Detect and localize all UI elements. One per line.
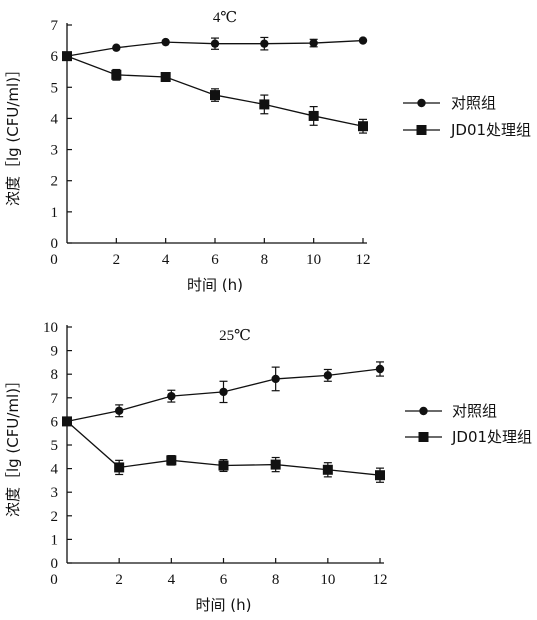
series-control [62, 361, 385, 426]
data-point [271, 374, 280, 384]
data-point [62, 416, 72, 427]
data-point [112, 43, 121, 52]
data-point [375, 364, 385, 374]
data-point [323, 371, 333, 380]
y-tick-label: 10 [43, 320, 58, 336]
data-point [259, 99, 270, 110]
y-tick-label: 2 [51, 509, 59, 525]
x-tick-label: 0 [50, 252, 58, 268]
data-point [308, 110, 319, 121]
data-point [111, 69, 122, 80]
y-tick-label: 7 [51, 18, 59, 34]
data-point [62, 51, 72, 62]
x-tick-label: 12 [373, 572, 388, 588]
y-axis-label: 浓度［lg (CFU/ml)］ [4, 373, 22, 517]
y-tick-label: 7 [51, 391, 59, 407]
data-point [210, 90, 220, 101]
y-tick-label: 4 [51, 111, 59, 127]
data-point [322, 464, 333, 475]
data-point [166, 455, 177, 466]
data-point [161, 37, 170, 47]
legend-entry: 对照组 [405, 402, 497, 420]
data-point [358, 121, 368, 132]
y-tick-label: 2 [51, 174, 59, 190]
data-point [114, 406, 124, 415]
data-point [210, 39, 220, 48]
x-tick-label: 6 [211, 252, 219, 268]
y-tick-label: 1 [51, 532, 59, 548]
x-axis-label: 时间 (h) [196, 596, 252, 614]
x-tick-label: 6 [220, 572, 228, 588]
x-axis-label: 时间 (h) [187, 276, 243, 294]
y-tick-label: 3 [51, 485, 59, 501]
y-tick-label: 0 [51, 236, 59, 252]
legend-label: 对照组 [451, 94, 496, 112]
y-tick-label: 1 [51, 205, 59, 221]
y-tick-label: 6 [51, 49, 59, 65]
series-jd01 [62, 416, 385, 483]
y-tick-label: 5 [51, 438, 59, 454]
y-tick-label: 6 [51, 414, 59, 430]
y-tick-label: 8 [51, 367, 59, 383]
data-point [260, 39, 269, 48]
legend-entry: JD01处理组 [405, 428, 532, 446]
y-tick-label: 9 [51, 344, 59, 360]
x-tick-label: 10 [320, 572, 335, 588]
data-point [270, 459, 281, 470]
y-tick-label: 3 [51, 143, 59, 159]
chart-title: 4℃ [213, 10, 237, 26]
x-tick-label: 8 [272, 572, 280, 588]
series-jd01 [62, 51, 368, 134]
x-tick-label: 0 [50, 572, 58, 588]
x-tick-label: 4 [162, 252, 170, 268]
legend-label: 对照组 [452, 402, 497, 420]
data-point [114, 462, 125, 473]
legend-entry: 对照组 [403, 94, 496, 112]
legend-marker [417, 98, 426, 108]
x-tick-label: 12 [356, 252, 371, 268]
data-point [219, 387, 228, 397]
legend-marker [416, 125, 427, 135]
legend-entry: JD01处理组 [403, 121, 531, 139]
legend-label: JD01处理组 [451, 428, 532, 446]
y-tick-label: 4 [51, 462, 59, 478]
legend-marker [418, 432, 429, 442]
y-tick-label: 5 [51, 80, 59, 96]
x-tick-label: 10 [306, 252, 321, 268]
chart-title: 25℃ [219, 328, 251, 344]
y-axis-label: 浓度［lg (CFU/ml)］ [4, 62, 22, 206]
data-point [375, 470, 385, 481]
x-tick-label: 2 [113, 252, 121, 268]
x-tick-label: 8 [261, 252, 269, 268]
x-tick-label: 2 [115, 572, 123, 588]
data-point [358, 36, 368, 45]
data-point [309, 38, 318, 48]
data-point [218, 460, 229, 471]
data-point [167, 391, 176, 401]
data-point [160, 72, 171, 83]
x-tick-label: 4 [168, 572, 176, 588]
y-tick-label: 0 [51, 556, 59, 572]
legend-marker [419, 406, 428, 416]
legend-label: JD01处理组 [450, 121, 531, 139]
